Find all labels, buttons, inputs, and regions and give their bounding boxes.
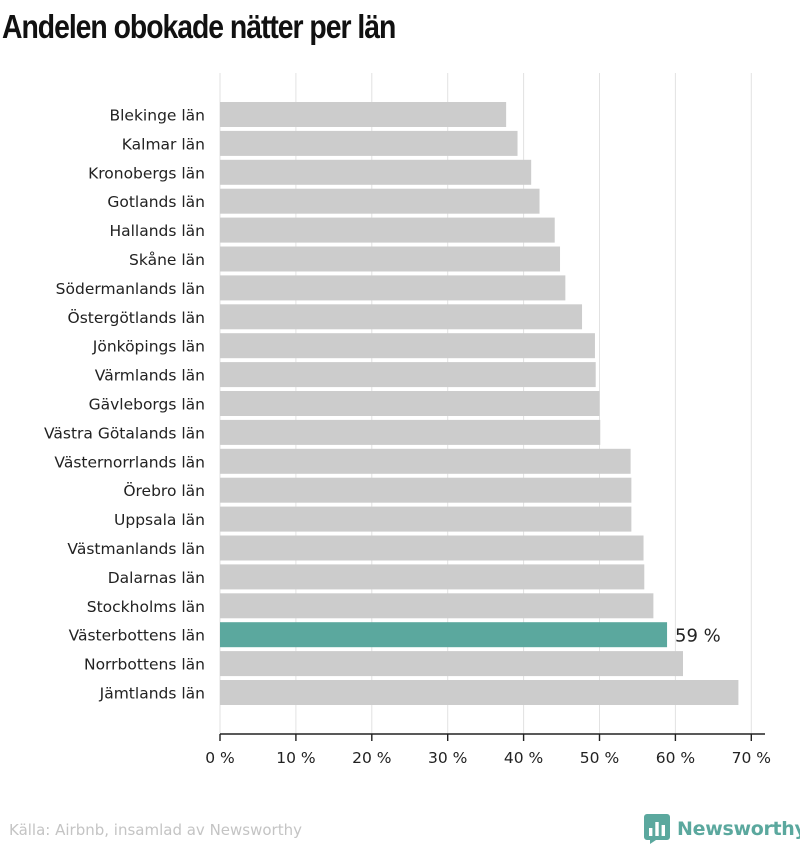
category-label: Västernorrlands län — [54, 453, 205, 471]
category-label: Kronobergs län — [88, 164, 205, 182]
category-label: Gotlands län — [107, 193, 205, 211]
bar-4 — [220, 217, 555, 243]
data-label-highlight: 59 % — [675, 626, 721, 647]
category-label: Västerbottens län — [69, 627, 205, 645]
source-note: Källa: Airbnb, insamlad av Newsworthy — [9, 821, 302, 839]
category-label: Södermanlands län — [56, 280, 205, 298]
category-label: Blekinge län — [109, 107, 205, 125]
bar-1 — [220, 130, 518, 156]
bar-14 — [220, 506, 632, 532]
bar-5 — [220, 246, 561, 272]
category-label: Västmanlands län — [67, 540, 205, 558]
category-label: Hallands län — [109, 222, 205, 240]
x-tick-label: 70 % — [732, 749, 771, 767]
bar-18 — [220, 622, 668, 648]
x-tick-label: 10 % — [276, 749, 315, 767]
brand-name: Newsworthy — [677, 818, 800, 840]
category-label: Värmlands län — [95, 367, 205, 385]
bar-chart: 59 % Blekinge län Kalmar län Kronobergs lä… — [44, 73, 771, 767]
bars: 59 % — [220, 102, 739, 705]
x-tick-label: 20 % — [352, 749, 391, 767]
category-label: Norrbottens län — [84, 656, 205, 674]
category-label: Kalmar län — [122, 135, 205, 153]
x-axis: 0 % 10 % 20 % 30 % 40 % 50 % 60 % 70 % — [205, 733, 771, 767]
category-label: Skåne län — [129, 251, 205, 269]
x-tick-label: 0 % — [205, 749, 235, 767]
bar-13 — [220, 477, 632, 503]
bar-19 — [220, 651, 683, 677]
bar-6 — [220, 275, 566, 301]
bar-3 — [220, 188, 540, 214]
category-label: Dalarnas län — [108, 569, 205, 587]
category-label: Västra Götalands län — [44, 424, 205, 442]
category-labels: Blekinge län Kalmar län Kronobergs län Gotl… — [44, 107, 205, 703]
x-tick-label: 60 % — [656, 749, 695, 767]
x-tick-label: 40 % — [504, 749, 543, 767]
category-label: Gävleborgs län — [89, 396, 205, 414]
bar-0 — [220, 102, 507, 127]
bar-16 — [220, 564, 645, 590]
x-tick-label: 50 % — [580, 749, 619, 767]
bar-11 — [220, 419, 601, 445]
category-label: Jönköpings län — [92, 338, 205, 356]
bar-17 — [220, 593, 654, 619]
category-label: Östergötlands län — [68, 308, 206, 327]
brand-logo: Newsworthy — [644, 813, 800, 845]
bar-8 — [220, 333, 595, 359]
category-label: Uppsala län — [114, 511, 205, 529]
bar-9 — [220, 362, 596, 388]
bar-20 — [220, 680, 739, 705]
category-label: Jämtlands län — [99, 685, 205, 703]
category-label: Stockholms län — [87, 598, 205, 616]
newsworthy-logo-icon — [644, 814, 670, 844]
bar-15 — [220, 535, 644, 561]
category-label: Örebro län — [123, 481, 205, 500]
bar-10 — [220, 391, 600, 416]
bar-2 — [220, 159, 532, 185]
chart-title: Andelen obokade nätter per län — [2, 8, 396, 45]
bar-12 — [220, 448, 631, 474]
bar-7 — [220, 304, 583, 330]
x-tick-label: 30 % — [428, 749, 467, 767]
